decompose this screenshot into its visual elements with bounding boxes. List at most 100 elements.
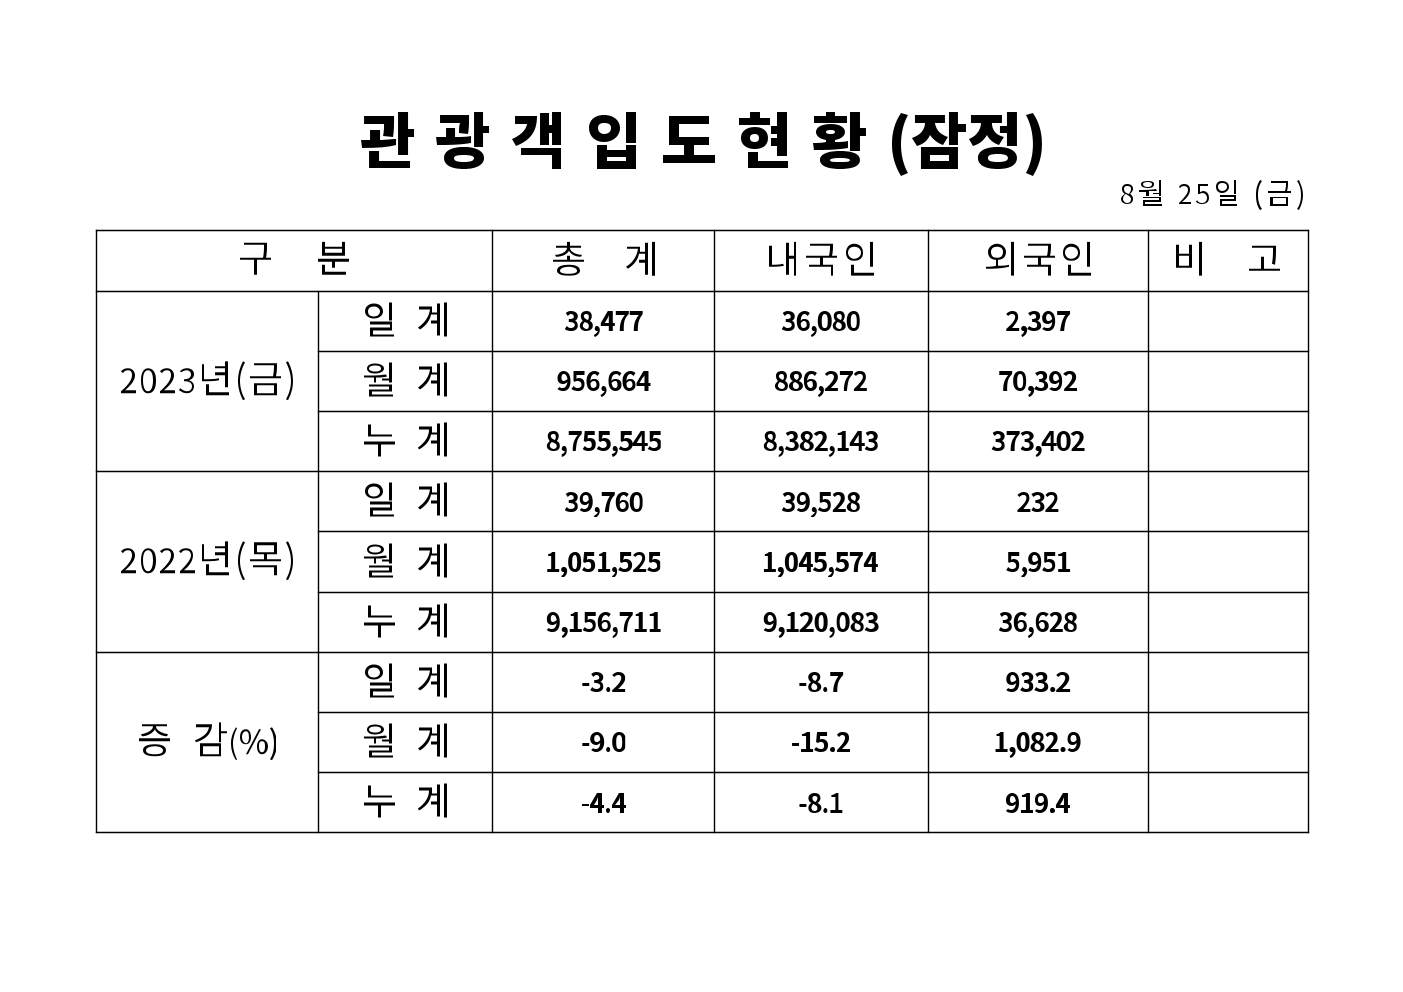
pct-monthly-domestic-value-glyph: [792, 732, 851, 753]
2023-cumulative-total-value-glyph: [546, 431, 661, 457]
pct-cumulative-label-text: [364, 783, 447, 818]
cell-header-gubun-text: [240, 241, 349, 275]
cell-2022-cumulative-foreign: 36,628: [928, 592, 1148, 652]
cell-2023-cumulative-total: 8,755,545: [493, 411, 715, 471]
2023-daily-domestic-value-glyph: [782, 310, 860, 337]
2023-daily-total-value-label: 38,477: [493, 291, 494, 292]
cell-header-gubun: 구 분: [97, 231, 493, 291]
cell-2022-monthly-label: 월 계: [319, 532, 493, 592]
pct-daily-total-value: [581, 672, 625, 693]
2023-cumulative-foreign-value: [991, 431, 1085, 457]
page-title: 관 광 객 입 도 현 황 (잠정): [361, 112, 1042, 176]
cell-pct-daily-label: 일 계: [319, 652, 493, 712]
cell-header-total-text: [552, 241, 655, 276]
cell-header-note-text: [1176, 241, 1281, 276]
2022-cumulative-total-value: [546, 611, 661, 638]
cell-header-foreign-text-glyph: [985, 241, 1091, 276]
2022-monthly-foreign-value-label: 5,951: [928, 532, 929, 533]
2023-cumulative-domestic-value-glyph: [764, 431, 878, 457]
pct-daily-domestic-value-label: -8.7: [715, 652, 716, 653]
cell-2022-daily-label: 일 계: [319, 472, 493, 532]
pct-cumulative-domestic-value: [799, 792, 843, 813]
cell-2022-monthly-note: [1148, 532, 1309, 592]
cell-header-gubun-text-glyph: [240, 241, 349, 275]
2022-monthly-total-value-label: 1,051,525: [493, 532, 494, 533]
2022-cumulative-domestic-value-label: 9,120,083: [715, 592, 716, 593]
cell-2022-cumulative-total: 9,156,711: [493, 592, 715, 652]
cell-2022-cumulative-domestic: 9,120,083: [715, 592, 929, 652]
cell-group-2023: 2023년(금): [97, 291, 319, 472]
2022-cumulative-total-value-glyph: [546, 611, 661, 638]
2022-daily-domestic-value-label: 39,528: [715, 472, 716, 473]
cell-header-domestic-text: [768, 241, 874, 276]
pct-cumulative-foreign-value-label: 919.4: [928, 773, 929, 774]
cell-pct-daily-total: -3.2: [493, 652, 715, 712]
2022-daily-label-text-glyph: [364, 482, 447, 517]
group-2022-label: [121, 541, 294, 581]
2022-cumulative-total-value-label: 9,156,711: [493, 592, 494, 593]
2023-daily-label-text: [364, 302, 447, 337]
cell-2023-cumulative-note: [1148, 411, 1309, 471]
2023-daily-domestic-value-label: 36,080: [715, 291, 716, 292]
2023-cumulative-foreign-value-label: 373,402: [928, 411, 929, 412]
2023-cumulative-total-value: [546, 431, 661, 457]
2023-cumulative-domestic-value: [764, 431, 878, 457]
cell-2023-monthly-domestic: 886,272: [715, 351, 929, 411]
pct-monthly-domestic-value-label: -15.2: [715, 712, 716, 713]
2023-monthly-total-value-label: 956,664: [493, 351, 494, 352]
cell-2023-monthly-label: 월 계: [319, 351, 493, 411]
cell-pct-monthly-foreign: 1,082.9: [928, 712, 1148, 772]
pct-monthly-foreign-value: [995, 732, 1081, 758]
2022-daily-total-value-label: 39,760: [493, 472, 494, 473]
2023-daily-total-value: [564, 310, 643, 337]
cell-header-note-text-glyph: [1176, 241, 1281, 276]
2022-monthly-domestic-value: [764, 551, 879, 578]
2022-daily-foreign-value: [1017, 491, 1059, 512]
2023-cumulative-domestic-value-label: 8,382,143: [715, 411, 716, 412]
cell-2023-monthly-total: 956,664: [493, 351, 715, 411]
2022-monthly-foreign-value-glyph: [1006, 551, 1070, 578]
2023-monthly-label-text-glyph: [364, 362, 447, 397]
2022-daily-label-text: [364, 482, 447, 517]
pct-cumulative-foreign-value: [1005, 792, 1070, 813]
2022-daily-total-value: [564, 491, 643, 518]
pct-monthly-label-text-glyph: [364, 723, 447, 758]
pct-daily-total-value-glyph: [581, 672, 625, 693]
2023-monthly-total-value: [557, 371, 650, 397]
date-note: 8월 25일 (금): [1121, 180, 1303, 210]
group-2023-label: [121, 361, 294, 401]
cell-header-total: 총 계: [493, 231, 715, 291]
2023-daily-foreign-value: [1006, 310, 1070, 337]
pct-cumulative-total-value-glyph: [581, 792, 626, 813]
2022-cumulative-foreign-value-glyph: [998, 611, 1077, 638]
cell-2022-daily-foreign: 232: [928, 472, 1148, 532]
cell-2023-daily-label: 일 계: [319, 291, 493, 351]
date-note-text: [1121, 180, 1303, 210]
cell-pct-cumulative-label: 누 계: [319, 773, 493, 833]
cell-pct-monthly-total: -9.0: [493, 712, 715, 772]
cell-2022-cumulative-label: 누 계: [319, 592, 493, 652]
pct-cumulative-domestic-value-glyph: [799, 792, 843, 813]
2023-cumulative-foreign-value-glyph: [991, 431, 1085, 457]
2023-monthly-label-text: [364, 362, 447, 397]
date-note-text-glyph: [1121, 180, 1303, 210]
cell-2023-cumulative-domestic: 8,382,143: [715, 411, 929, 471]
pct-monthly-foreign-value-label: 1,082.9: [928, 712, 929, 713]
page-title-text: [361, 112, 1042, 176]
cell-2023-daily-total: 38,477: [493, 291, 715, 351]
2023-monthly-foreign-value-label: 70,392: [928, 351, 929, 352]
cell-pct-monthly-label: 월 계: [319, 712, 493, 772]
2022-cumulative-domestic-value: [763, 611, 879, 638]
2023-monthly-foreign-value: [999, 371, 1077, 397]
cell-pct-cumulative-domestic: -8.1: [715, 773, 929, 833]
page-title-text-glyph: [361, 112, 1042, 176]
2022-cumulative-foreign-value-label: 36,628: [928, 592, 929, 593]
pct-monthly-domestic-value: [792, 732, 851, 753]
2023-monthly-domestic-value-glyph: [775, 371, 868, 397]
cell-header-foreign-text: [985, 241, 1091, 276]
cell-pct-cumulative-foreign: 919.4: [928, 773, 1148, 833]
2022-daily-foreign-value-glyph: [1017, 491, 1059, 512]
2022-monthly-label-text: [364, 543, 447, 578]
